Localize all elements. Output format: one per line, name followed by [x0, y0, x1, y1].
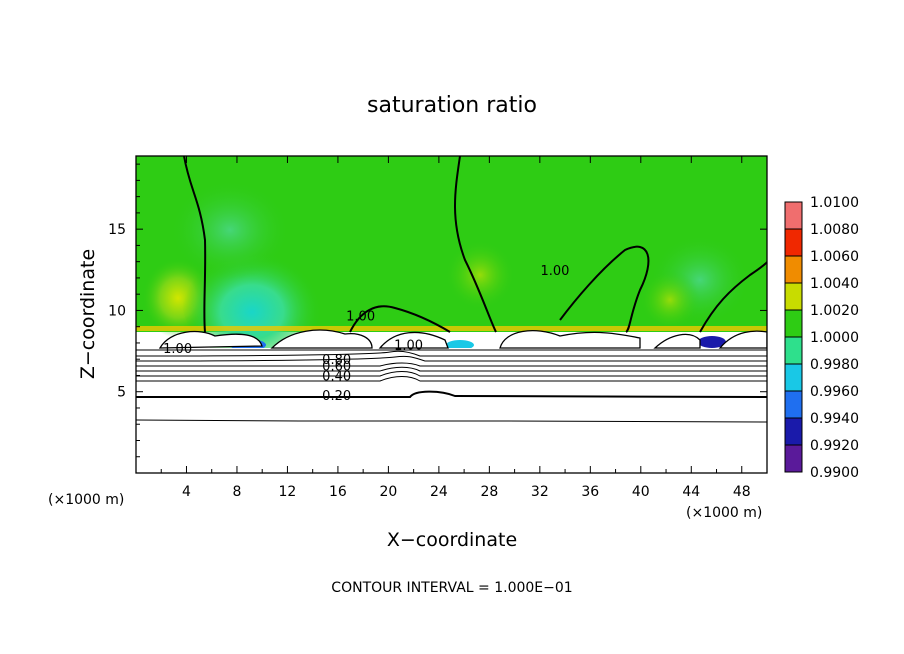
colorbar-label: 0.9940: [810, 411, 859, 427]
x-tick-label: 48: [733, 484, 751, 500]
y-tick-label: 15: [108, 222, 126, 238]
contour-0.10: [136, 419, 767, 423]
contour-labels: 1.00 1.00 1.00 1.00 0.800.600.40 0.20: [163, 264, 569, 404]
field-cyan-patch: [446, 340, 474, 350]
x-tick-label: 24: [430, 484, 448, 500]
field-high-right: [640, 270, 700, 330]
y-axis-label: Z−coordinate: [77, 249, 99, 379]
field-warm-band: [136, 326, 767, 331]
contour-lines-lower: [136, 349, 767, 382]
x-tick-label: 16: [329, 484, 347, 500]
cloud-region: [158, 329, 767, 349]
contour-label: 0.60: [322, 360, 351, 375]
colorbar-label: 0.9920: [810, 438, 859, 454]
colorbar-swatch: [785, 202, 802, 229]
colorbar-swatch: [785, 337, 802, 364]
contour-lines-upper: [183, 156, 767, 333]
colorbar-swatch: [785, 256, 802, 283]
colorbar-swatch: [785, 364, 802, 391]
colorbar-label: 1.0020: [810, 303, 859, 319]
chart-title: saturation ratio: [367, 93, 537, 118]
contour-interval-note: CONTOUR INTERVAL = 1.000E−01: [331, 580, 572, 596]
colorbar-label: 1.0080: [810, 222, 859, 238]
field-subsaturated: [136, 348, 767, 473]
colorbar-label: 1.0040: [810, 276, 859, 292]
colorbar-swatch: [785, 229, 802, 256]
colorbar-label: 1.0100: [810, 195, 859, 211]
y-axis: 5 10 15: [108, 163, 767, 458]
x-axis-label: X−coordinate: [387, 529, 517, 551]
x-axis: 4 8 12 16 20 24 28 32 36 40 44 48: [160, 156, 751, 500]
x-tick-label: 12: [279, 484, 297, 500]
plot-frame: [135, 155, 768, 474]
colorbar-swatch: [785, 418, 802, 445]
contour-0.20: [136, 390, 767, 398]
colorbar-label: 1.0060: [810, 249, 859, 265]
contour-label: 0.20: [322, 389, 351, 404]
field-blue-patch-2: [698, 336, 726, 348]
colorbar-label: 0.9900: [810, 465, 859, 481]
x-tick-label: 44: [682, 484, 700, 500]
x-tick-label: 20: [379, 484, 397, 500]
contour-label: 1.00: [394, 339, 423, 354]
contour-label: 1.00: [163, 342, 192, 357]
field-low-left: [170, 180, 290, 280]
colorbar-label: 0.9960: [810, 384, 859, 400]
x-tick-label: 40: [632, 484, 650, 500]
y-tick-label: 10: [108, 303, 126, 319]
colorbar-swatch: [785, 391, 802, 418]
colorbar-swatch: [785, 283, 802, 310]
colorbar-swatch: [785, 310, 802, 337]
field-high-mid: [445, 240, 515, 310]
colorbar-label: 0.9980: [810, 357, 859, 373]
y-unit-label: (×1000 m): [48, 492, 124, 508]
colorbar-label: 1.0000: [810, 330, 859, 346]
contour-label: 1.00: [541, 264, 570, 279]
contour-label: 0.40: [322, 369, 351, 384]
plot-area: [136, 156, 767, 473]
x-unit-label: (×1000 m): [686, 505, 762, 521]
x-tick-label: 32: [531, 484, 549, 500]
x-tick-label: 4: [182, 484, 191, 500]
colorbar-swatch: [785, 445, 802, 472]
contour-label: 0.80: [322, 353, 351, 368]
y-tick-label: 5: [117, 385, 126, 401]
contour-label: 1.00: [346, 309, 375, 324]
x-tick-label: 8: [232, 484, 241, 500]
x-tick-label: 28: [480, 484, 498, 500]
colorbar: 0.9900 0.9920 0.9940 0.9960 0.9980 1.0000 1.00…: [784, 195, 859, 481]
x-tick-label: 36: [581, 484, 599, 500]
